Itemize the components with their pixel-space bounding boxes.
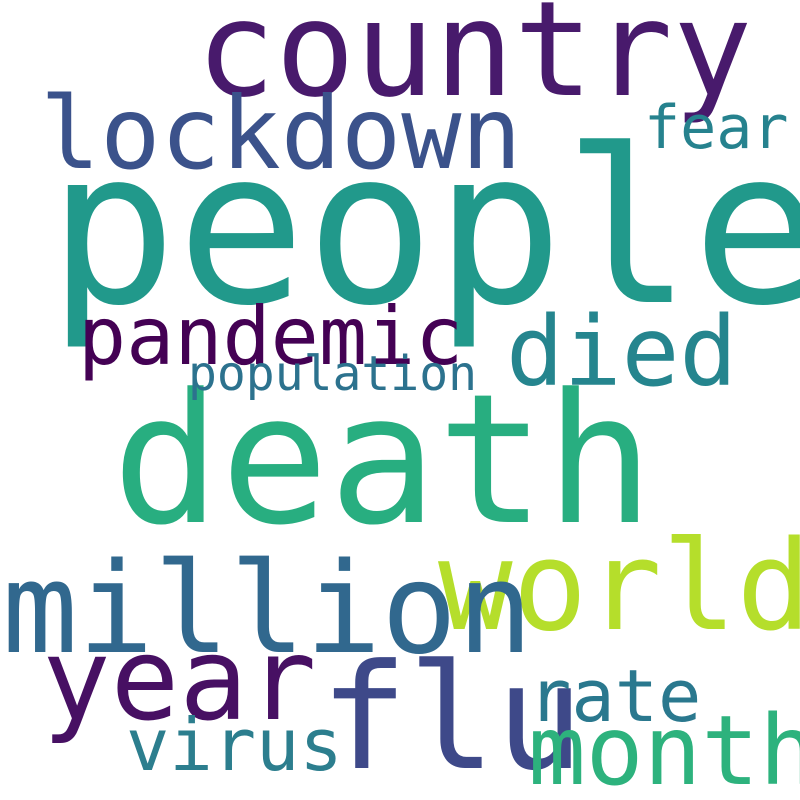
word-people: people (48, 104, 800, 353)
word-fear: fear (644, 93, 789, 163)
word-world: world (438, 515, 800, 659)
word-year: year (42, 613, 317, 746)
word-million: million (2, 535, 534, 682)
word-died: died (506, 296, 738, 408)
word-lockdown: lockdown (40, 75, 522, 192)
word-virus: virus (126, 703, 343, 787)
word-population: population (188, 346, 477, 402)
word-flu: flu (320, 633, 584, 800)
word-death: death (112, 356, 654, 565)
word-rate: rate (528, 654, 702, 738)
word-month: month (528, 695, 800, 800)
word-country: country (196, 0, 753, 127)
word-pandemic: pandemic (78, 290, 464, 383)
